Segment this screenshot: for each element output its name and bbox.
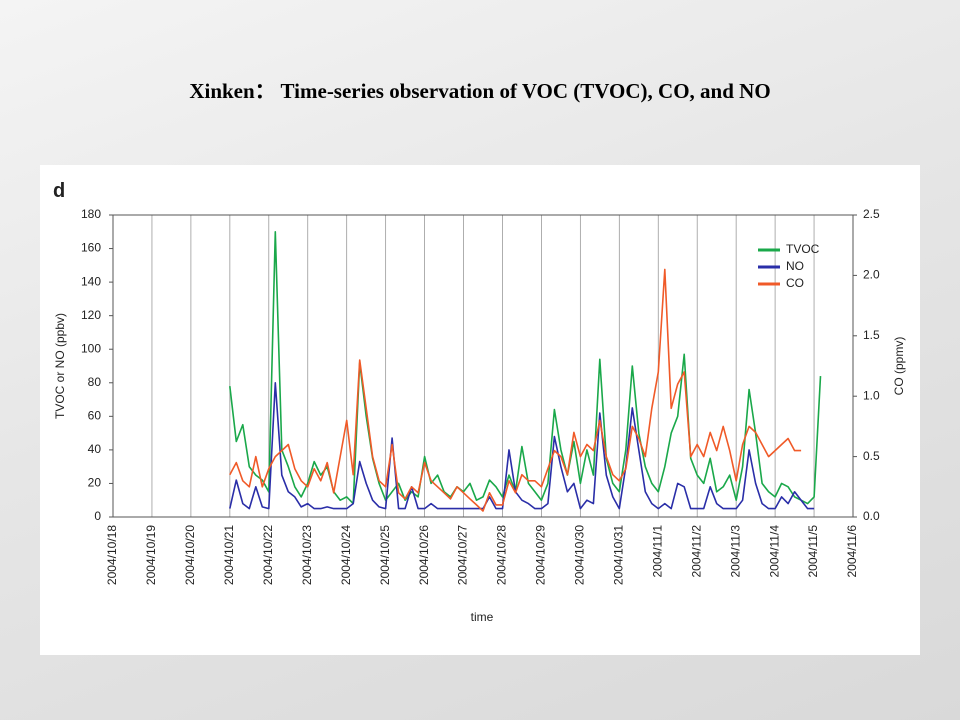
y2-tick-label: 1.5 — [863, 328, 880, 342]
y2-tick-label: 0.5 — [863, 449, 880, 463]
legend-label: TVOC — [786, 242, 820, 256]
y-tick-label: 80 — [88, 375, 102, 389]
plot-frame — [112, 214, 854, 518]
y-tick-label: 120 — [81, 308, 101, 322]
x-tick-label: 2004/10/26 — [417, 525, 431, 585]
x-axis-label: time — [471, 610, 494, 624]
y-tick-label: 0 — [94, 509, 101, 523]
x-tick-label: 2004/10/23 — [300, 525, 314, 585]
panel-label: d — [53, 180, 65, 202]
x-tick-label: 2004/11/1 — [650, 525, 664, 578]
x-tick-label: 2004/10/28 — [495, 525, 509, 585]
chart-panel — [40, 165, 920, 655]
y-tick-label: 40 — [88, 442, 102, 456]
y-tick-label: 180 — [81, 207, 101, 221]
y2-tick-label: 0.0 — [863, 509, 880, 523]
y2-tick-label: 1.0 — [863, 388, 880, 402]
x-tick-label: 2004/10/25 — [378, 525, 392, 585]
x-tick-label: 2004/11/5 — [806, 525, 820, 578]
x-tick-label: 2004/10/19 — [144, 525, 158, 585]
series-line — [229, 382, 815, 510]
y2-axis-label: CO (ppmv) — [892, 337, 906, 396]
x-tick-label: 2004/10/20 — [183, 525, 197, 585]
y-axis-label: TVOC or NO (ppbv) — [53, 313, 67, 419]
y2-tick-label: 2.5 — [863, 207, 880, 221]
x-tick-label: 2004/10/31 — [611, 525, 625, 585]
x-tick-label: 2004/11/2 — [689, 525, 703, 578]
legend-label: NO — [786, 259, 804, 273]
y-tick-label: 20 — [88, 476, 102, 490]
x-tick-label: 2004/10/22 — [261, 525, 275, 585]
y-tick-label: 60 — [88, 409, 102, 423]
x-tick-label: 2004/10/30 — [573, 525, 587, 585]
y2-tick-label: 2.0 — [863, 268, 880, 282]
x-tick-label: 2004/11/6 — [845, 525, 859, 578]
legend-label: CO — [786, 276, 804, 290]
x-tick-label: 2004/10/29 — [534, 525, 548, 585]
chart-title: Xinken： Time-series observation of VOC (… — [189, 79, 770, 103]
x-tick-label: 2004/11/3 — [728, 525, 742, 578]
y-tick-label: 140 — [81, 274, 101, 288]
x-tick-label: 2004/10/18 — [105, 525, 119, 585]
series-line — [229, 268, 802, 512]
x-tick-label: 2004/10/27 — [456, 525, 470, 585]
x-tick-label: 2004/10/24 — [339, 525, 353, 585]
y-tick-label: 100 — [81, 341, 101, 355]
y-tick-label: 160 — [81, 241, 101, 255]
x-tick-label: 2004/10/21 — [222, 525, 236, 585]
x-tick-label: 2004/11/4 — [767, 525, 781, 578]
